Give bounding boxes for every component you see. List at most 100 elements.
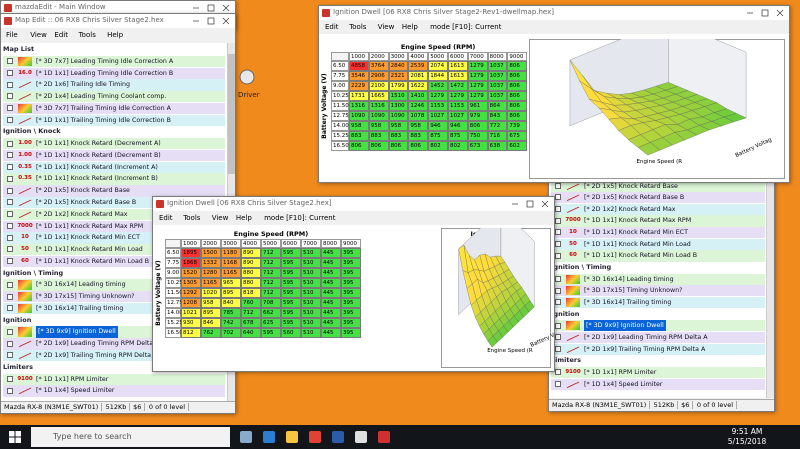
maximize-button[interactable] [207,17,215,25]
list-item-selected[interactable]: [* 3D 9x9] Ignition Dwell [3,326,225,338]
list-item[interactable]: [* 3D 16x14] Leading timing [551,273,765,285]
taskbar-app[interactable] [332,431,344,443]
checkbox[interactable] [7,258,13,265]
checkbox[interactable] [555,276,561,282]
close-button[interactable] [776,9,784,17]
taskbar-app[interactable] [309,431,321,443]
checkbox[interactable] [7,352,13,359]
menu-item[interactable]: View [377,23,395,31]
list-item[interactable]: [* 3D 16x14] Trailing timing [551,297,765,309]
checkbox[interactable] [7,175,13,182]
start-button[interactable] [9,431,21,443]
menu-item[interactable]: Edit [54,31,68,39]
list-item[interactable]: [* 2D 1x5] Knock Retard Base [551,180,765,192]
checkbox[interactable] [7,187,13,194]
menu-item[interactable]: Tools [78,31,96,39]
list-item[interactable]: [* 3D 17x15] Timing Unknown? [551,285,765,297]
taskbar-app[interactable] [263,431,275,443]
list-item[interactable]: [* 2D 1x2] Knock Retard Max [3,208,225,221]
checkbox[interactable] [7,199,13,206]
maximize-button[interactable] [526,200,534,208]
checkbox[interactable] [7,328,13,335]
list-item[interactable]: 60 [* 1D 1x1] Knock Retard Min Load B [3,255,225,268]
menu-item[interactable]: Help [401,23,418,31]
list-item[interactable]: 10 [* 1D 1x1] Knock Retard Min ECT [551,227,765,239]
checkbox[interactable] [7,164,13,171]
menu-item[interactable]: Help [235,214,252,222]
list-item[interactable]: [* 2D 1x9] Trailing Timing RPM Delta A [3,350,225,362]
taskbar-app[interactable] [355,431,367,443]
checkbox[interactable] [555,369,561,376]
checkbox[interactable] [7,246,13,253]
menu-item[interactable]: Edit [159,214,173,222]
list-item[interactable]: 1.00 [* 1D 1x1] Knock Retard (Decrement A… [3,138,225,150]
list-item[interactable]: [* 3D 17x15] Timing Unknown? [3,291,225,303]
list-item[interactable]: 10 [* 1D 1x1] Knock Retard Min ECT [3,232,225,244]
checkbox[interactable] [7,305,13,312]
list-item[interactable]: 60 [* 1D 1x1] Knock Retard Min Load B [551,250,765,262]
list-item[interactable]: 0.35 [* 1D 1x1] Knock Retard (Increment B… [3,173,225,185]
menu-item[interactable]: View [30,31,47,39]
list-item[interactable]: 1.00 [* 1D 1x1] Knock Retard (Decrement B… [3,149,225,162]
close-button[interactable] [541,200,549,208]
checkbox[interactable] [555,299,561,306]
taskbar-app[interactable] [378,431,390,443]
list-item-selected[interactable]: [* 3D 9x9] Ignition Dwell [551,320,765,332]
checkbox[interactable] [7,93,13,100]
list-item[interactable]: 50 [* 1D 1x1] Knock Retard Min Load [3,244,225,256]
checkbox[interactable] [555,194,561,201]
checkbox[interactable] [7,69,13,76]
taskbar-app[interactable] [286,431,298,443]
menu-item[interactable]: File [6,31,18,39]
list-item[interactable]: [* 2D 1x9] Leading Timing RPM Delta A [3,338,225,350]
checkbox[interactable] [7,281,13,288]
list-item[interactable]: [* 1D 1x1] Trailing Timing Idle Correcti… [3,114,225,126]
close-button[interactable] [222,4,230,12]
menu-item[interactable]: Tools [349,23,367,31]
checkbox[interactable] [7,81,13,88]
list-item[interactable]: [* 3D 16x14] Leading timing [3,279,225,291]
checkbox[interactable] [555,229,561,236]
checkbox[interactable] [555,334,561,341]
list-item[interactable]: [* 2D 1x5] Knock Retard Base B [3,197,225,209]
checkbox[interactable] [7,211,13,218]
checkbox[interactable] [7,222,13,229]
checkbox[interactable] [7,375,13,382]
checkbox[interactable] [7,58,13,65]
checkbox[interactable] [555,252,561,259]
taskbar-app[interactable] [240,431,252,443]
list-item[interactable]: [* 3D 16x14] Trailing timing [3,302,225,315]
list-item[interactable]: 0.35 [* 1D 1x1] Knock Retard (Increment A… [3,161,225,173]
list-item[interactable]: [* 3D 7x7] Trailing Timing Idle Correcti… [3,102,225,115]
list-item[interactable]: [* 3D 7x7] Leading Timing Idle Correctio… [3,55,225,68]
search-box[interactable]: Type here to search [31,427,230,447]
checkbox[interactable] [555,206,561,213]
checkbox[interactable] [555,241,561,248]
list-item[interactable]: [* 1D 1x4] Speed Limiter [3,385,225,397]
maximize-button[interactable] [761,9,769,17]
checkbox[interactable] [7,387,13,394]
menu-item[interactable]: Edit [325,23,339,31]
list-item[interactable]: [* 2D 1x9] Trailing Timing RPM Delta A [551,343,765,355]
list-item[interactable]: 7000 [* 1D 1x1] Knock Retard Max RPM [551,215,765,227]
list-item[interactable]: 50 [* 1D 1x1] Knock Retard Min Load [551,238,765,250]
list-item[interactable]: 9100 [* 1D 1x1] RPM Limiter [551,366,765,379]
list-item[interactable]: 7000 [* 1D 1x1] Knock Retard Max RPM [3,220,225,232]
list-item[interactable]: 9100 [* 1D 1x1] RPM Limiter [3,373,225,385]
menu-item[interactable]: Tools [183,214,201,222]
list-item[interactable]: [* 1D 1x4] Speed Limiter [551,378,765,390]
checkbox[interactable] [555,182,561,189]
checkbox[interactable] [7,116,13,123]
checkbox[interactable] [555,287,561,294]
checkbox[interactable] [7,340,13,347]
checkbox[interactable] [7,293,13,300]
checkbox[interactable] [7,234,13,241]
list-item[interactable]: [* 2D 1x9] Leading Timing RPM Delta A [551,331,765,344]
checkbox[interactable] [7,105,13,112]
maximize-button[interactable] [207,4,215,12]
checkbox[interactable] [7,152,13,159]
list-item[interactable]: [* 2D 1x2] Knock Retard Max [551,203,765,215]
list-item[interactable]: [* 2D 1x5] Knock Retard Base [3,185,225,197]
checkbox[interactable] [555,345,561,352]
checkbox[interactable] [555,217,561,224]
